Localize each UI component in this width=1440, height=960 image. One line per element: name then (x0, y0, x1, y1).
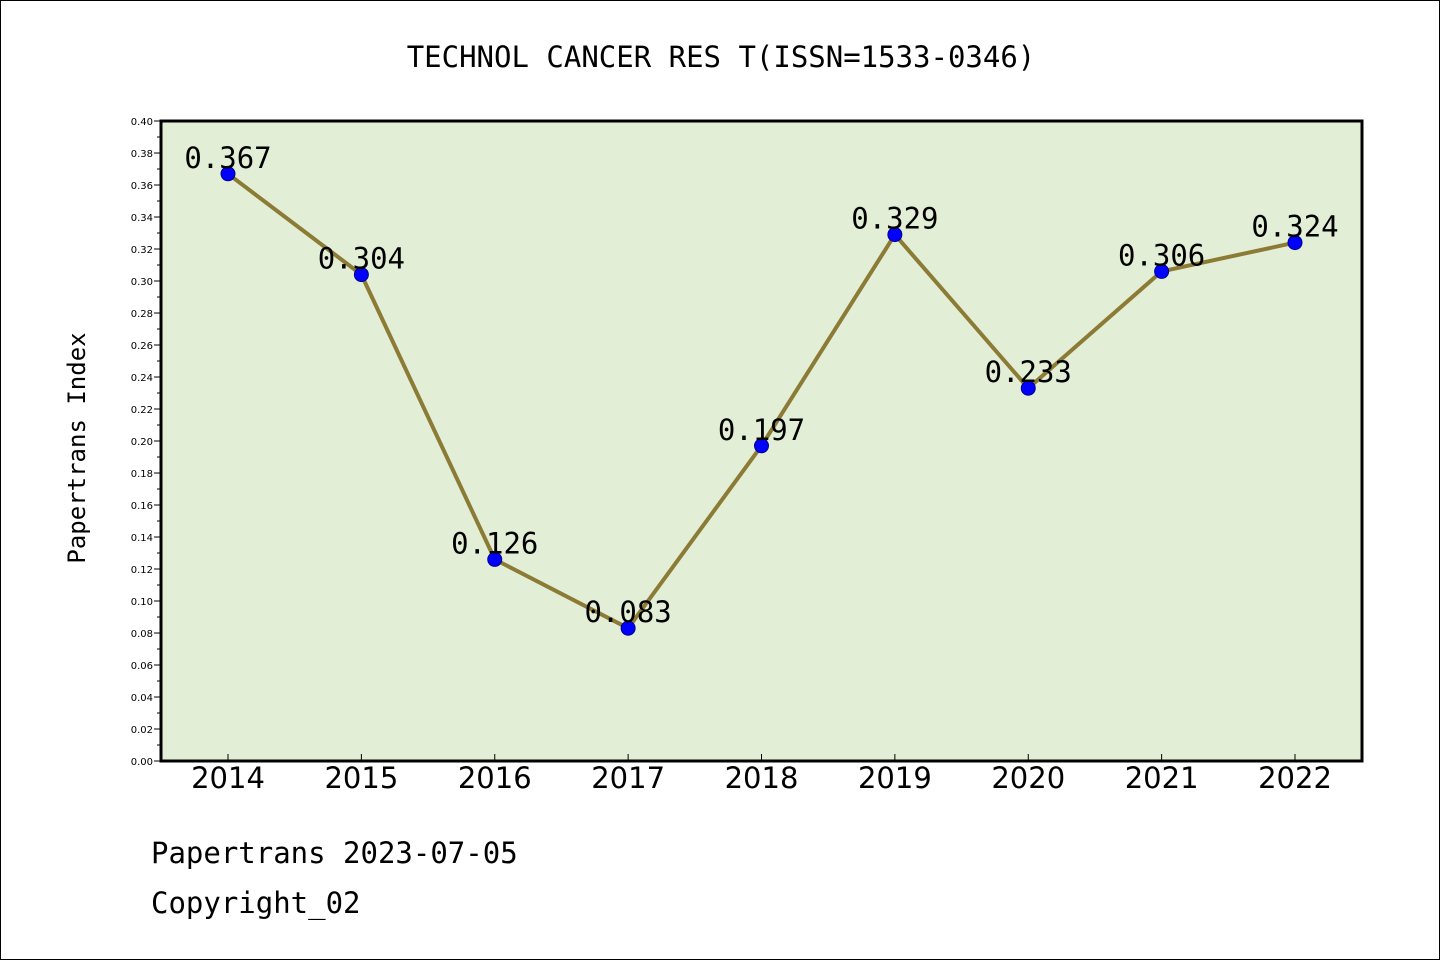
y-tick-label: 0.04 (131, 693, 153, 704)
y-tick-label: 0.12 (131, 565, 153, 576)
data-point-marker (1154, 263, 1170, 279)
y-axis-ticks: 0.00 0.02 0.04 0.06 0.08 0.10 0.12 0.14 0.16 0.18… (131, 117, 161, 768)
data-point-label: 0.367 (184, 141, 271, 175)
y-tick-label: 0.24 (131, 373, 153, 384)
x-tick-label: 2020 (991, 761, 1065, 795)
y-tick-label: 0.28 (131, 309, 153, 320)
y-tick-label: 0.16 (131, 501, 153, 512)
y-tick-label: 0.14 (131, 533, 153, 544)
x-tick-label: 2015 (324, 761, 398, 795)
chart-title: TECHNOL CANCER RES T(ISSN=1533-0346) (407, 40, 1036, 74)
y-tick-label: 0.20 (131, 437, 153, 448)
y-tick-label: 0.32 (131, 245, 153, 256)
y-tick-label: 0.22 (131, 405, 153, 416)
footer-copyright-text: Copyright_02 (151, 886, 361, 920)
y-tick-label: 0.34 (131, 213, 153, 224)
data-labels: 0.367 0.304 0.126 0.083 0.197 0.329 0.233 0.306… (184, 141, 1338, 629)
data-point-marker (754, 438, 769, 454)
data-point-label: 0.233 (985, 355, 1072, 389)
data-point-marker (220, 166, 236, 182)
x-tick-label: 2021 (1125, 761, 1199, 795)
data-point-marker (353, 267, 369, 283)
data-point-marker (487, 551, 503, 567)
data-point-marker (620, 620, 636, 636)
y-tick-label: 0.40 (131, 117, 153, 128)
data-point-label: 0.329 (851, 202, 938, 236)
data-point-marker (1020, 380, 1036, 396)
footer-date-text: Papertrans 2023-07-05 (151, 836, 518, 870)
y-tick-label: 0.10 (131, 597, 153, 608)
data-point-marker (887, 227, 903, 243)
y-axis-label: Papertrans Index (63, 332, 91, 563)
x-tick-label: 2019 (858, 761, 932, 795)
data-point-label: 0.126 (451, 526, 538, 560)
x-tick-label: 2018 (725, 761, 799, 795)
x-tick-label: 2017 (591, 761, 665, 795)
x-tick-label: 2016 (458, 761, 532, 795)
y-tick-label: 0.26 (131, 341, 153, 352)
y-tick-label: 0.08 (131, 629, 153, 640)
y-tick-label: 0.18 (131, 469, 153, 480)
x-tick-label: 2022 (1258, 761, 1332, 795)
data-point-label: 0.304 (318, 242, 405, 276)
x-tick-label: 2014 (191, 761, 265, 795)
y-tick-label: 0.38 (131, 149, 153, 160)
y-tick-label: 0.06 (131, 661, 153, 672)
y-tick-label: 0.02 (131, 725, 153, 736)
x-axis-ticks: 2014 2015 2016 2017 2018 2019 2020 2021 2022 (191, 754, 1332, 795)
data-point-marker (1287, 235, 1303, 251)
y-tick-label: 0.36 (131, 181, 153, 192)
data-point-label: 0.197 (718, 413, 805, 447)
data-point-label: 0.324 (1251, 210, 1338, 244)
data-point-label: 0.083 (584, 595, 671, 629)
data-points (220, 166, 1303, 636)
y-tick-label: 0.00 (131, 757, 153, 768)
y-tick-label: 0.30 (131, 277, 153, 288)
data-point-label: 0.306 (1118, 238, 1205, 272)
